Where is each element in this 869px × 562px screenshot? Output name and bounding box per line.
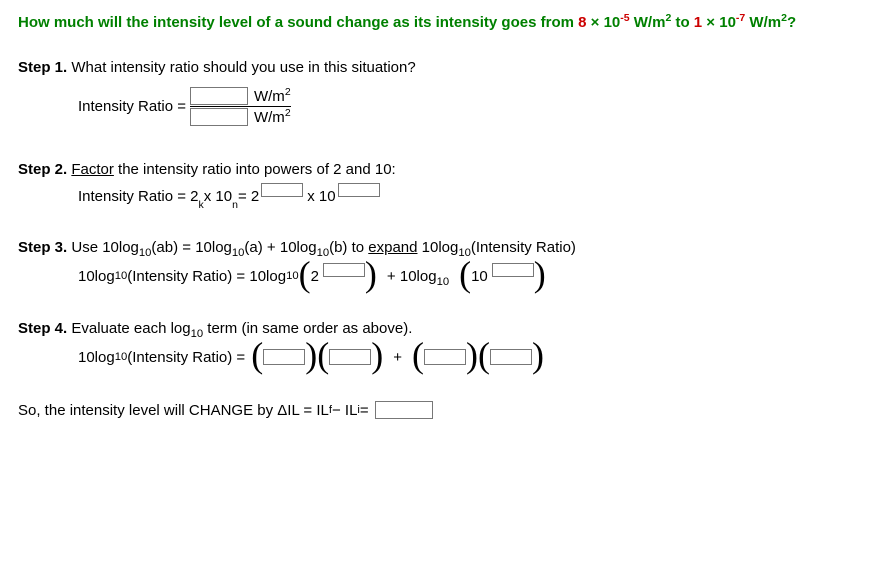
lparen-icon: ( [251,345,263,365]
step4-blank-3[interactable] [424,349,466,365]
step2-blank-k[interactable] [261,183,303,197]
rparen-icon: ) [532,345,544,365]
step3: Step 3. Use 10log10(ab) = 10log10(a) + 1… [18,239,851,286]
step1: Step 1. What intensity ratio should you … [18,59,851,127]
q-times1: × [586,14,603,31]
step1-equation: Intensity Ratio = W/m2 W/m2 [78,86,851,127]
step2-label: Step 2. [18,161,67,178]
q-exp2: -7 [736,12,745,24]
step3-equation: 10log10(Intensity Ratio) = 10log10 ( 2 )… [78,266,851,286]
step3-label: Step 3. [18,239,67,256]
step2-heading: Step 2. Factor the intensity ratio into … [18,161,851,178]
rparen-icon: ) [305,345,317,365]
step2: Step 2. Factor the intensity ratio into … [18,161,851,205]
step3-heading: Step 3. Use 10log10(ab) = 10log10(a) + 1… [18,239,851,256]
step1-fraction: W/m2 W/m2 [190,86,291,127]
q-mid: to [671,14,694,31]
q-times2: × [702,14,719,31]
lparen-icon: ( [317,345,329,365]
step4-heading: Step 4. Evaluate each log10 term (in sam… [18,320,851,337]
q-exp1: -5 [620,12,629,24]
step2-mid2: = 2 [238,188,259,205]
step1-den-blank[interactable] [190,108,248,126]
step1-num-blank[interactable] [190,87,248,105]
step2-post: the intensity ratio into powers of 2 and… [114,161,396,178]
step2-equation: Intensity Ratio = 2k x 10n = 2 x 10 [78,188,851,205]
step1-lhs: Intensity Ratio = [78,98,186,115]
lparen-icon: ( [412,345,424,365]
question-pre: How much will the intensity level of a s… [18,14,578,31]
step2-blank-n[interactable] [338,183,380,197]
step4-plus: + [393,349,402,366]
step2-underlined: Factor [71,161,114,178]
rparen-icon: ) [371,345,383,365]
step1-unit-den: W/m2 [254,109,291,126]
q-units2: W/m [745,14,781,31]
step2-mid3: x 10 [307,188,335,205]
rparen-icon: ) [365,264,377,284]
step3-blank-exp10[interactable] [492,263,534,277]
step4-blank-4[interactable] [490,349,532,365]
step4-label: Step 4. [18,320,67,337]
step1-heading: Step 1. What intensity ratio should you … [18,59,851,76]
final-line: So, the intensity level will CHANGE by Δ… [18,401,851,419]
rparen-icon: ) [466,345,478,365]
step4-equation: 10log10(Intensity Ratio) = ( ) ( ) + ( )… [78,347,851,367]
lparen-icon: ( [299,264,311,284]
step1-text: What intensity ratio should you use in t… [67,59,416,76]
rparen-icon: ) [534,264,546,284]
step2-mid1: x 10 [204,188,232,205]
q-val2-coeff: 1 [694,14,702,31]
q-base2: 10 [719,14,736,31]
step2-lhs: Intensity Ratio = 2 [78,188,198,205]
step4-blank-1[interactable] [263,349,305,365]
step1-label: Step 1. [18,59,67,76]
step4-blank-2[interactable] [329,349,371,365]
question-text: How much will the intensity level of a s… [18,14,851,31]
final-blank[interactable] [375,401,433,419]
step3-blank-exp2[interactable] [323,263,365,277]
lparen-icon: ( [478,345,490,365]
step1-unit-num: W/m2 [254,88,291,105]
q-units1: W/m [630,14,666,31]
lparen-icon: ( [459,264,471,284]
q-post: ? [787,14,796,31]
step4: Step 4. Evaluate each log10 term (in sam… [18,320,851,367]
q-base1: 10 [604,14,621,31]
